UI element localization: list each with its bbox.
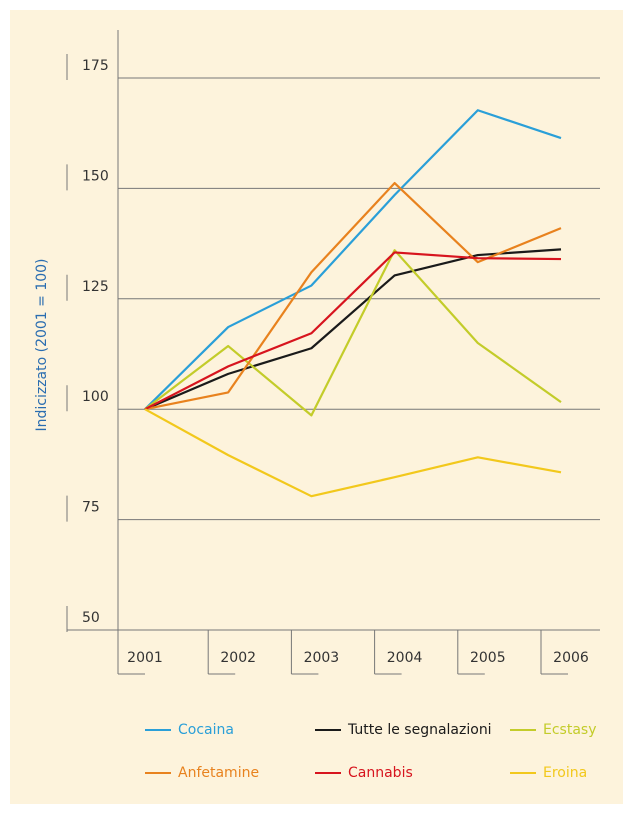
series-line	[144, 182, 562, 411]
y-tick-label: 125	[82, 279, 109, 295]
x-tick-label: 2003	[304, 650, 340, 666]
y-tick-label: 175	[82, 58, 109, 74]
y-axis-label: Indicizzato (2001 = 100)	[34, 258, 50, 431]
series-line	[144, 109, 562, 410]
y-tick-label: 150	[82, 168, 109, 184]
y-tick-label: 100	[82, 389, 109, 405]
y-tick-label: 50	[82, 610, 100, 626]
legend-label: Cannabis	[348, 765, 413, 781]
legend-label: Ecstasy	[543, 722, 596, 738]
x-tick-label: 2002	[220, 650, 256, 666]
x-tick-label: 2001	[127, 650, 163, 666]
legend-label: Tutte le segnalazioni	[347, 722, 492, 738]
legend-label: Anfetamine	[178, 765, 259, 781]
y-tick-label: 75	[82, 500, 100, 516]
series-line	[144, 251, 562, 411]
legend-label: Cocaina	[178, 722, 234, 738]
series-line	[144, 248, 562, 411]
x-tick-label: 2004	[387, 650, 423, 666]
series-line	[144, 249, 562, 417]
legend-label: Eroina	[543, 765, 587, 781]
series-line	[144, 408, 562, 498]
x-tick-label: 2006	[553, 650, 589, 666]
x-tick-label: 2005	[470, 650, 506, 666]
